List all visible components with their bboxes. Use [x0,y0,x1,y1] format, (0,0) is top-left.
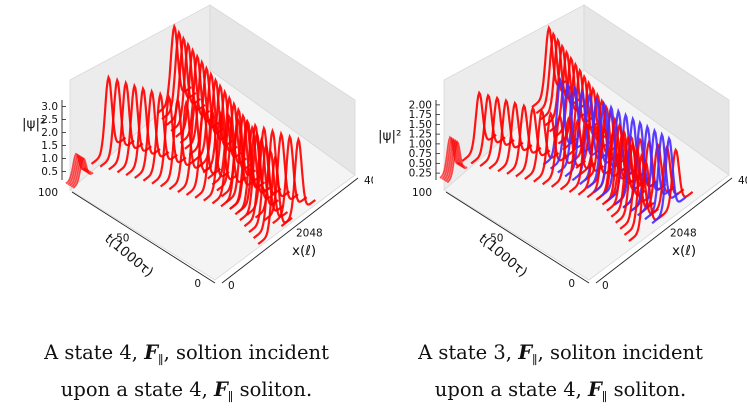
z-tick-label: 1.5 [41,140,58,152]
plot-3d-right: 0.250.500.751.001.251.501.752.00 0 50 100 0 2… [378,4,747,292]
soliton-slice-series-1 [515,105,551,178]
floor-pane [443,69,730,281]
figure-caption-left: A state 4, F∥, soltion incident upon a s… [0,338,373,412]
caption-text: A state 4, [44,341,145,364]
z-tick-label: 0.25 [409,168,432,180]
x-axis-line [595,177,733,284]
caption-text: soliton. [233,377,313,401]
soliton-slice-series-1 [272,133,308,225]
z-tick-label: 0.5 [41,166,58,178]
z-axis-label: |ψ|² [378,128,401,144]
field-symbol: F [214,377,228,401]
soliton-slice-series-1 [497,100,533,173]
t-tick-label: 100 [38,187,58,199]
soliton-slice-series-1 [488,98,524,170]
parallel-subscript: ∥ [158,352,164,367]
t-tick-label: 0 [568,278,575,290]
t-tick-label: 0 [194,278,201,290]
x-tick-label: 2048 [670,228,697,240]
edge-bump-slice [72,157,94,189]
field-symbol: F [518,341,533,364]
z-tick-label: 2.0 [41,127,58,139]
soliton-slice-series-2 [549,80,586,170]
parallel-subscript: ∥ [532,352,538,367]
field-symbol: F [144,341,159,364]
x-tick-label: 4096 [364,175,373,187]
soliton-slice-series-1 [461,90,497,162]
soliton-slice-series-1 [280,136,316,228]
soliton-slice-series-1 [524,108,560,180]
field-symbol: F [588,377,602,401]
edge-bump-slice [444,139,466,183]
z-tick-label: 1.25 [409,129,432,141]
caption-text: A state 3, [418,341,519,364]
soliton-slice-series-1 [550,116,587,188]
x-tick-label: 0 [602,280,609,292]
chart-panel-right: 0.25 0.50 0.75 1.00 1.25 1.50 1.75 2.00 0 50 100 0 2… [374,0,747,406]
soliton-slice-series-2 [644,131,680,221]
soliton-slice-series-1 [479,95,515,168]
x-axis-label: x(ℓ) [672,243,696,259]
soliton-slice-series-2 [651,135,687,225]
t-axis-line [445,191,590,284]
t-tick-label: 100 [412,187,432,199]
caption-text: , soltion incident [163,341,329,364]
z-tick-label: 2.5 [41,114,58,126]
z-tick-label: 1.0 [41,153,58,165]
z-tick-label: 2.00 [409,99,432,111]
z-tick-label: 3.0 [41,101,58,113]
t-tick-label: 50 [490,233,503,245]
x-axis-line [221,177,359,284]
z-tick-label: 0.50 [409,158,432,170]
caption-text: upon a state 4, [434,377,589,401]
x-tick-label: 4096 [738,175,747,187]
z-tick-label: 0.75 [409,148,432,160]
soliton-slice-series-2 [578,96,615,186]
t-tick-label: 50 [116,233,129,245]
soliton-slice-series-1 [577,124,613,196]
z-tick-label: 1.00 [409,138,432,150]
z-tick-label: 1.50 [409,119,432,131]
plot-3d-left: 0.51.01.52.02.53.0050100020484096 |ψ|² t… [22,4,373,292]
x-tick-label: 2048 [296,228,323,240]
t-axis-line [71,191,216,284]
soliton-slice-series-1 [541,113,578,186]
soliton-slice-series-1 [506,103,542,175]
soliton-slice-series-1 [470,93,506,165]
edge-bump-slice [439,135,461,179]
caption-text: upon a state 4, [60,377,215,401]
soliton-slice-series-1 [586,126,622,199]
parallel-subscript: ∥ [227,389,234,404]
soliton-slice-series-2 [622,119,658,209]
edge-bump-slice [446,140,468,184]
figure-caption-right: A state 3, F∥, soliton incident upon a s… [374,338,747,412]
soliton-slice-series-2 [636,127,673,217]
edge-bump-slice [442,137,464,181]
chart-panel-left: 0.51.01.52.02.53.0050100020484096 |ψ|² t… [0,0,373,406]
x-axis-label: x(ℓ) [292,243,316,259]
parallel-subscript: ∥ [601,389,608,404]
soliton-slice-series-1 [658,147,694,219]
caption-text: , soliton incident [537,341,703,364]
x-tick-label: 0 [228,280,235,292]
soliton-slice-series-1 [533,111,569,183]
caption-text: soliton. [607,377,687,401]
edge-bump-slice [441,136,463,180]
z-tick-label: 1.75 [409,109,432,121]
z-axis-label: |ψ|² [22,116,45,132]
